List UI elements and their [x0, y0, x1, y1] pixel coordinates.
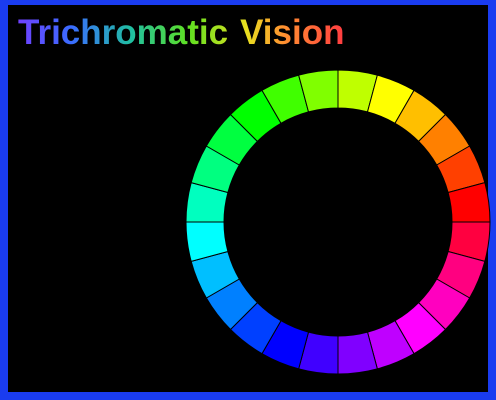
wheel-segment [298, 69, 339, 113]
title-first-word: Trichromatic [18, 13, 228, 52]
title-second-word: Vision [240, 13, 344, 52]
color-wheel [185, 69, 491, 375]
title: Trichromatic Vision [18, 13, 344, 52]
